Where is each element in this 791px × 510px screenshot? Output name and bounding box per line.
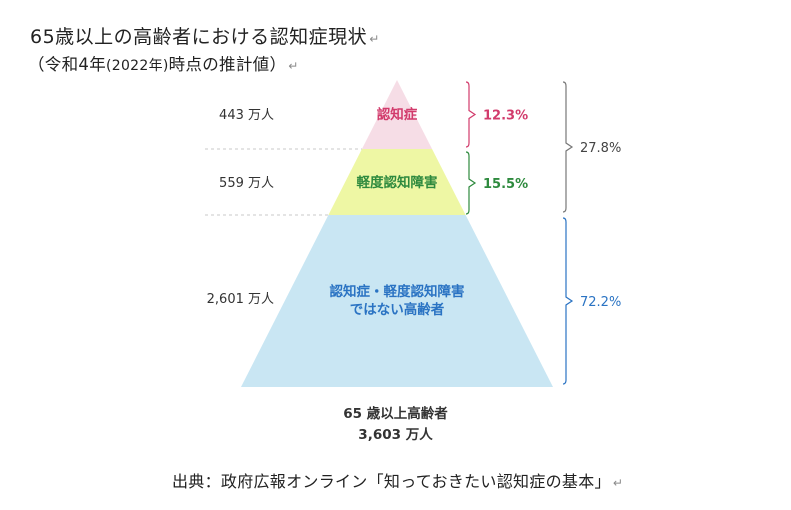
segment-label-mci: 軽度認知障害 <box>357 174 438 191</box>
total-label: 65 歳以上高齢者 <box>343 406 448 422</box>
pyramid-segment-healthy <box>241 215 553 387</box>
chart-title: 65歳以上の高齢者における認知症現状 ↵ <box>30 26 380 48</box>
bracket-healthy <box>562 217 574 385</box>
return-mark-icon: ↵ <box>612 476 624 490</box>
chart-subtitle: （令和4年(2022年)時点の推計値） ↵ <box>28 55 299 74</box>
count-label-mci: 559 万人 <box>219 176 274 191</box>
total-value: 3,603 万人 <box>358 427 433 443</box>
percent-label-healthy: 72.2% <box>580 295 621 310</box>
count-label-healthy: 2,601 万人 <box>207 292 274 307</box>
percent-label-dementia: 12.3% <box>483 109 528 124</box>
bracket-dementia <box>465 81 477 148</box>
bracket-combined <box>562 81 574 213</box>
pyramid-segment-mci <box>328 149 466 215</box>
count-label-dementia: 443 万人 <box>219 108 274 123</box>
total-population: 65 歳以上高齢者 3,603 万人 <box>0 404 791 446</box>
return-mark-icon: ↵ <box>369 32 380 46</box>
percent-label-combined: 27.8% <box>580 141 621 156</box>
segment-label-dementia: 認知症 <box>377 106 418 123</box>
segment-label-healthy: ではない高齢者 <box>350 301 445 318</box>
segment-label-healthy: 認知症・軽度認知障害 <box>330 283 465 300</box>
source-citation: 出典：政府広報オンライン「知っておきたい認知症の基本」 ↵ <box>172 472 624 491</box>
pyramid-segment-dementia <box>361 80 433 149</box>
bracket-mci <box>465 151 477 215</box>
percent-label-mci: 15.5% <box>483 177 528 192</box>
return-mark-icon: ↵ <box>288 59 299 73</box>
